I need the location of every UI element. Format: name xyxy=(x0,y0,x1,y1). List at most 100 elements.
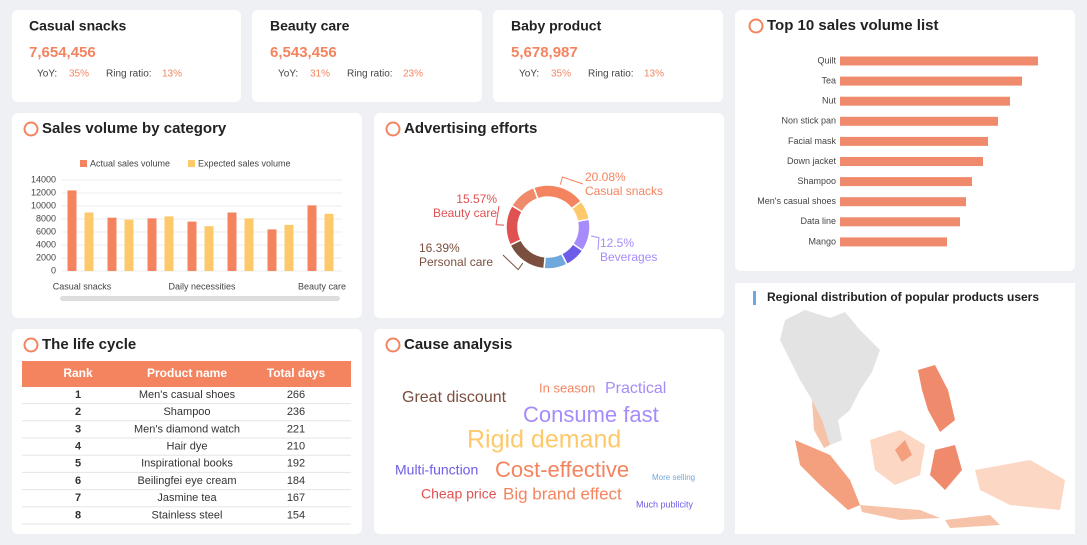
y-tick-label: 8000 xyxy=(36,213,56,223)
data-label: 12.5% xyxy=(600,236,634,250)
title-icon xyxy=(748,18,764,34)
word: Great discount xyxy=(402,389,507,406)
table-cell: Men's diamond watch xyxy=(134,423,240,435)
table-cell: 184 xyxy=(287,475,305,487)
scrollbar xyxy=(60,296,340,301)
table-cell: 2 xyxy=(75,406,81,418)
bar xyxy=(840,217,960,227)
table-cell: Stainless steel xyxy=(152,509,223,521)
y-tick-label: Nut xyxy=(822,96,837,106)
bar xyxy=(84,212,94,271)
leader-line xyxy=(559,176,584,185)
header-cell: Total days xyxy=(267,366,326,380)
bar xyxy=(267,229,277,271)
y-tick-label: Facial mask xyxy=(788,136,837,146)
table-cell: 266 xyxy=(287,389,305,401)
slice-label: Personal care xyxy=(419,255,493,269)
bar xyxy=(67,190,77,271)
y-tick-label: Quilt xyxy=(817,55,836,65)
bar xyxy=(840,177,972,187)
word: Multi-function xyxy=(395,462,478,478)
leader-line xyxy=(590,235,600,251)
bar xyxy=(840,157,983,166)
ring-value: 23% xyxy=(403,69,423,80)
bar xyxy=(244,218,254,271)
legend-swatch xyxy=(188,160,195,167)
word: Big brand effect xyxy=(503,484,622,503)
bar xyxy=(204,226,214,271)
card-title: Baby product xyxy=(511,18,602,34)
panel-title: Sales volume by category xyxy=(42,120,227,137)
table-cell: 4 xyxy=(75,441,82,453)
header-cell: Rank xyxy=(63,366,93,380)
y-tick-label: Non stick pan xyxy=(781,116,836,126)
card-value: 6,543,456 xyxy=(270,44,337,61)
x-tick-label: Daily necessities xyxy=(168,281,236,291)
card-title: Casual snacks xyxy=(29,18,126,34)
leader-line xyxy=(495,205,505,226)
y-tick-label: Tea xyxy=(821,75,836,85)
table-cell: Men's casual shoes xyxy=(139,389,236,401)
word: In season xyxy=(539,380,595,395)
ring-label: Ring ratio: xyxy=(106,69,152,80)
slice-label: Casual snacks xyxy=(585,184,663,198)
word: Cost-effective xyxy=(495,457,629,482)
bar xyxy=(107,217,117,271)
panel-title: Top 10 sales volume list xyxy=(767,17,938,34)
bar xyxy=(840,96,1010,106)
y-tick-label: 4000 xyxy=(36,239,56,249)
table-cell: 236 xyxy=(287,406,305,418)
table-cell: Inspirational books xyxy=(141,458,233,470)
table-cell: 167 xyxy=(287,492,305,504)
card xyxy=(252,10,482,102)
table-cell: Hair dye xyxy=(167,441,208,453)
data-label: 15.57% xyxy=(456,192,497,206)
table-cell: 210 xyxy=(287,441,305,453)
bar xyxy=(147,218,157,271)
y-tick-label: Data line xyxy=(800,216,836,226)
y-tick-label: 10000 xyxy=(31,200,56,210)
bar xyxy=(187,221,197,271)
table-cell: Jasmine tea xyxy=(157,492,217,504)
yoy-value: 35% xyxy=(551,69,571,80)
panel-title: Cause analysis xyxy=(404,336,512,353)
ring-value: 13% xyxy=(644,69,664,80)
title-icon xyxy=(23,337,39,353)
y-tick-label: Down jacket xyxy=(787,156,837,166)
y-tick-label: Shampoo xyxy=(797,176,836,186)
bar xyxy=(284,224,294,271)
leader-line xyxy=(502,254,524,271)
data-label: 20.08% xyxy=(585,170,626,184)
card xyxy=(12,10,241,102)
x-tick-label: Casual snacks xyxy=(53,281,112,291)
table-cell: 8 xyxy=(75,509,81,521)
word: More selling xyxy=(652,473,695,482)
card-value: 7,654,456 xyxy=(29,44,96,61)
table-cell: 192 xyxy=(287,458,305,470)
yoy-value: 35% xyxy=(69,69,89,80)
pie-slice xyxy=(510,186,539,213)
y-tick-label: Men's casual shoes xyxy=(757,196,836,206)
table-header xyxy=(22,361,351,387)
ring-label: Ring ratio: xyxy=(588,69,634,80)
title-icon xyxy=(23,121,39,137)
map xyxy=(753,291,1065,528)
map-title: Regional distribution of popular product… xyxy=(767,290,1039,304)
word: Practical xyxy=(605,380,666,397)
legend-label: Actual sales volume xyxy=(90,158,170,168)
yoy-label: YoY: xyxy=(37,69,57,80)
bar xyxy=(840,76,1022,86)
word: Cheap price xyxy=(421,486,497,502)
table-cell: 154 xyxy=(287,509,305,521)
table-cell: 1 xyxy=(75,389,81,401)
y-tick-label: 14000 xyxy=(31,174,56,184)
y-tick-label: 2000 xyxy=(36,252,56,262)
panel-title: Advertising efforts xyxy=(404,120,537,137)
card-title: Beauty care xyxy=(270,18,350,34)
panel-title: The life cycle xyxy=(42,336,136,353)
bar xyxy=(840,197,966,207)
bar xyxy=(124,219,134,271)
bar xyxy=(227,212,237,271)
bar xyxy=(840,237,947,247)
